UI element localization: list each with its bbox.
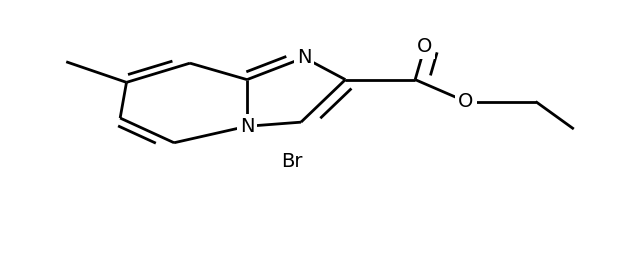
Text: O: O [417,37,433,56]
Text: N: N [240,117,254,136]
Text: Br: Br [281,152,302,171]
Text: N: N [297,48,312,67]
Text: O: O [458,92,474,111]
